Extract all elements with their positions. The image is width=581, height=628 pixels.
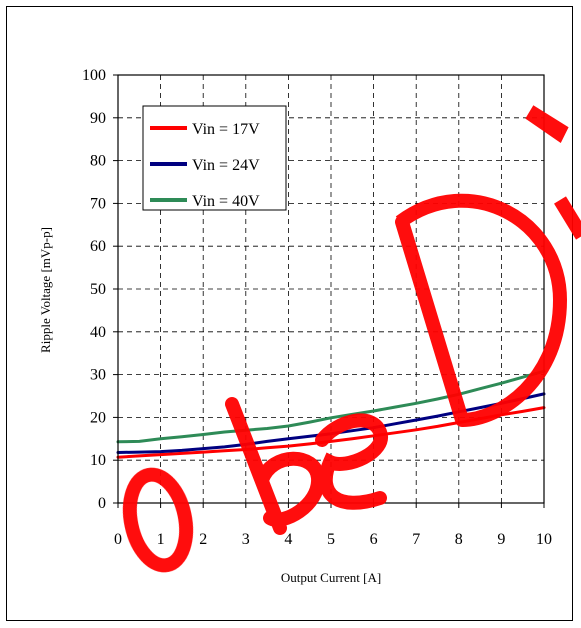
legend-entry: Vin = 40V bbox=[192, 193, 260, 210]
legend-entry: Vin = 17V bbox=[192, 121, 260, 138]
y-tick-label: 0 bbox=[98, 495, 106, 512]
y-tick-label: 10 bbox=[90, 452, 106, 469]
x-tick-label: 0 bbox=[114, 531, 122, 548]
x-tick-label: 9 bbox=[497, 531, 505, 548]
x-tick-label: 5 bbox=[327, 531, 335, 548]
watermark-letter-b bbox=[225, 397, 325, 535]
watermark-letter-d-stem bbox=[395, 215, 469, 427]
x-tick-labels: 0 1 2 3 4 5 6 7 8 9 10 bbox=[114, 503, 552, 548]
x-tick-label: 2 bbox=[199, 531, 207, 548]
watermark-letter-o bbox=[122, 467, 194, 573]
x-tick-label: 10 bbox=[536, 531, 552, 548]
legend: Vin = 17V Vin = 24V Vin = 40V bbox=[142, 105, 287, 211]
y-tick-label: 60 bbox=[90, 238, 106, 255]
x-tick-label: 6 bbox=[370, 531, 378, 548]
y-tick-label: 70 bbox=[90, 195, 106, 212]
watermark-letter-i bbox=[554, 196, 581, 240]
series-line-3 bbox=[116, 369, 546, 444]
x-axis-label: Output Current [A] bbox=[281, 570, 381, 585]
y-axis-label: Ripple Voltage [mVp-p] bbox=[38, 227, 53, 353]
y-tick-label: 30 bbox=[90, 367, 106, 384]
watermark-letter-d-bowl bbox=[395, 193, 568, 427]
y-tick-label: 40 bbox=[90, 324, 106, 341]
y-tick-label: 50 bbox=[90, 281, 106, 298]
y-tick-label: 20 bbox=[90, 409, 106, 426]
y-tick-label: 90 bbox=[90, 110, 106, 127]
y-tick-label: 80 bbox=[90, 153, 106, 170]
x-tick-label: 8 bbox=[455, 531, 463, 548]
legend-entry: Vin = 24V bbox=[192, 157, 260, 174]
legend-box bbox=[142, 105, 287, 211]
y-tick-labels: 0 10 20 30 40 50 60 70 80 90 100 bbox=[82, 67, 118, 512]
watermark-letter-i-dot bbox=[525, 105, 569, 143]
watermark-letter-e bbox=[315, 413, 388, 510]
x-tick-label: 3 bbox=[242, 531, 250, 548]
x-tick-label: 1 bbox=[157, 531, 165, 548]
watermark-logo bbox=[122, 105, 581, 573]
x-tick-label: 7 bbox=[412, 531, 420, 548]
x-tick-label: 4 bbox=[284, 531, 292, 548]
y-tick-label: 100 bbox=[82, 67, 106, 84]
